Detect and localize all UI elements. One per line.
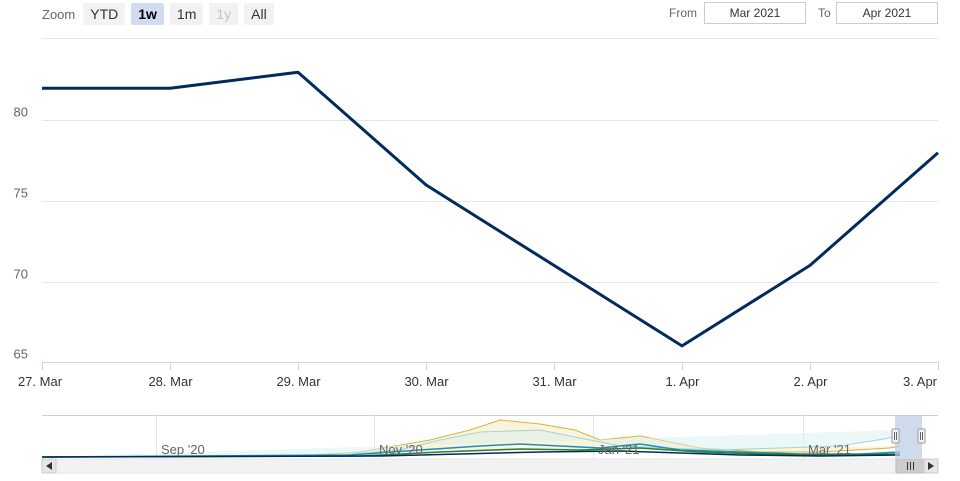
y-tick-label: 80: [14, 105, 28, 120]
grid-layer: [42, 38, 938, 363]
x-tick-label: 1. Apr: [666, 374, 701, 389]
scrollbar[interactable]: [41, 458, 939, 474]
x-tick-label: 31. Mar: [532, 374, 577, 389]
x-tick-label: 27. Mar: [18, 374, 63, 389]
x-tick-label: 29. Mar: [276, 374, 321, 389]
data-point: [807, 262, 813, 268]
series-line: [42, 70, 939, 348]
to-label: To: [818, 6, 831, 20]
scroll-right-arrow-icon: [928, 462, 934, 470]
zoom-all-button[interactable]: All: [244, 3, 274, 25]
data-point: [679, 343, 685, 349]
scrollbar-track[interactable]: [41, 458, 939, 474]
y-tick-label: 65: [14, 347, 28, 362]
from-label: From: [669, 6, 697, 20]
navigator-label: Sep '20: [161, 442, 205, 457]
from-date-input[interactable]: Mar 2021: [704, 2, 806, 24]
zoom-1w-button[interactable]: 1w: [131, 3, 164, 25]
zoom-bar: Zoom YTD 1w 1m 1y All: [42, 3, 274, 25]
to-date-input[interactable]: Apr 2021: [836, 2, 938, 24]
scroll-left-arrow-icon: [46, 462, 52, 470]
navigator-label: Jan '21: [598, 442, 640, 457]
data-point: [167, 85, 173, 91]
x-tick-label: 2. Apr: [794, 374, 829, 389]
y-tick-label: 70: [14, 267, 28, 282]
data-point: [551, 262, 557, 268]
navigator-left-handle[interactable]: [891, 428, 900, 444]
data-point: [295, 69, 301, 75]
navigator-series-green: [41, 447, 901, 458]
x-tick-label: 28. Mar: [148, 374, 193, 389]
zoom-1m-button[interactable]: 1m: [169, 3, 204, 25]
navigator-right-handle[interactable]: [917, 428, 926, 444]
y-tick-labels: 65 70 75 80: [14, 105, 28, 362]
zoom-ytd-button[interactable]: YTD: [83, 3, 126, 25]
navigator[interactable]: Sep '20 Nov '20 Jan '21 Mar '21: [41, 415, 938, 458]
zoom-label: Zoom: [42, 6, 76, 22]
navigator-label: Mar '21: [808, 442, 851, 457]
x-tick-labels: 27. Mar 28. Mar 29. Mar 30. Mar 31. Mar 1. Ap…: [18, 362, 939, 389]
navigator-series-navy: [41, 450, 901, 458]
navigator-label: Nov '20: [379, 442, 423, 457]
x-tick-label: 3. Apr: [903, 374, 938, 389]
x-tick-label: 30. Mar: [404, 374, 449, 389]
data-point: [935, 150, 941, 156]
zoom-1y-button: 1y: [209, 3, 239, 25]
y-tick-label: 75: [14, 186, 28, 201]
data-point: [39, 85, 45, 91]
navigator-series-cyan: [41, 429, 901, 458]
data-point: [423, 182, 429, 188]
